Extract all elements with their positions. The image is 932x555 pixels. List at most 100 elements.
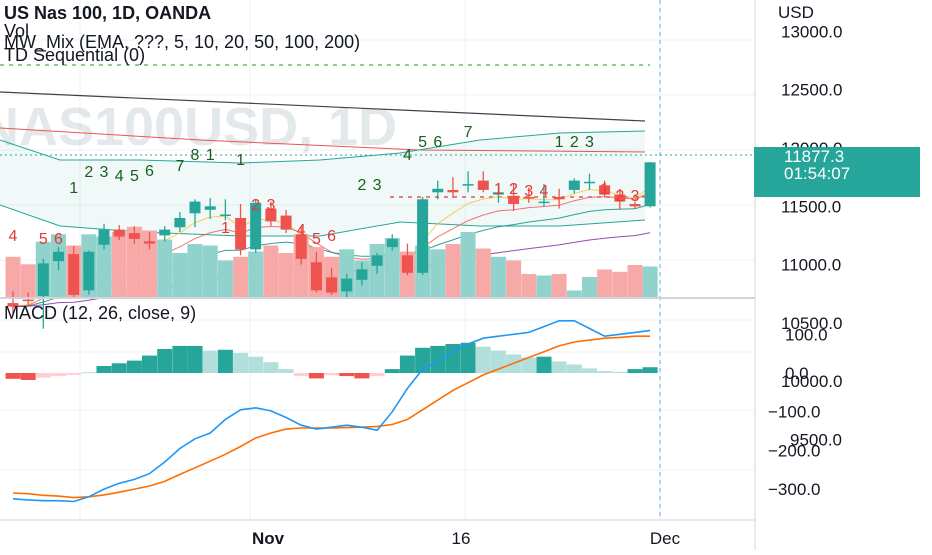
legend-td-sequential[interactable]: TD Sequential (0) (4, 45, 146, 65)
macd-histogram-bar (521, 357, 537, 373)
volume-bar (627, 265, 643, 298)
td-count-label: 6 (327, 228, 336, 245)
td-count-label: 5 (39, 231, 48, 248)
volume-bar (263, 245, 279, 298)
volume-bar (278, 253, 294, 298)
td-count-label: 5 (130, 168, 139, 185)
macd-histogram-bar (399, 355, 415, 373)
macd-histogram-bar (187, 345, 203, 373)
candle-layer (7, 162, 656, 329)
macd-histogram-bar (460, 342, 476, 373)
candle-body (144, 241, 155, 244)
td-count-label: 4 (9, 228, 18, 245)
price-axis-tick: 11000.0 (781, 256, 841, 275)
candle-body (644, 162, 656, 207)
td-count-label: 2 (615, 188, 624, 205)
macd-histogram-bar (126, 360, 142, 373)
candle-body (629, 204, 641, 207)
candle-body (477, 180, 489, 190)
volume-bar (172, 253, 188, 298)
td-count-label: 2 (84, 164, 93, 181)
td-count-label: 1 (600, 181, 609, 198)
macd-histogram-bar (551, 361, 567, 373)
ma-100-line (0, 127, 646, 153)
candle-body (341, 278, 353, 292)
volume-bar (202, 245, 218, 298)
volume-bar (506, 260, 522, 298)
time-axis-label: Dec (650, 529, 681, 548)
price-axis-tick: 12500.0 (781, 81, 842, 100)
macd-histogram-bar (278, 369, 294, 373)
macd-histogram-bar (597, 371, 613, 373)
macd-histogram-bar (369, 373, 385, 377)
volume-bar (551, 274, 567, 298)
td-count-label: 1 (494, 181, 503, 198)
candle-body (53, 251, 64, 262)
legend-mw-mix[interactable]: MW_Mix (EMA, ???, 5, 10, 20, 50, 100, 20… (4, 32, 361, 52)
candle-body (83, 251, 95, 291)
macd-axis-tick: −200.0 (768, 441, 820, 460)
volume-bar (126, 226, 142, 299)
volume-bar (566, 290, 582, 298)
bollinger-upper-line (0, 130, 646, 164)
last-price-tag: 11877.3 01:54:07 (754, 147, 920, 197)
td-count-label: 2 (509, 181, 518, 198)
candle-body (401, 255, 413, 273)
candle-body (614, 194, 626, 202)
volume-bar (384, 238, 400, 298)
candle-body (235, 218, 247, 250)
volume-bar (460, 232, 476, 298)
macd-histogram-bar (248, 356, 264, 373)
macd-histogram-bar (384, 369, 400, 373)
candle-body (538, 201, 550, 204)
macd-signal-line (12, 335, 651, 499)
macd-histogram-bar (293, 373, 309, 377)
macd-histogram-bar (202, 350, 218, 373)
td-count-label: 3 (373, 177, 382, 194)
td-count-label: 3 (524, 183, 533, 200)
volume-bar (490, 256, 506, 299)
time-axis-label: Nov (252, 529, 285, 548)
candle-body (553, 197, 565, 200)
bollinger-lower-line (0, 204, 646, 237)
macd-histogram-bar (566, 364, 582, 373)
td-count-label: 5 (312, 231, 321, 248)
candle-body (371, 255, 383, 266)
volume-bar (536, 275, 552, 298)
macd-histogram-bar (96, 366, 112, 373)
macd-histogram-bar (475, 346, 491, 373)
legend-macd[interactable]: MACD (12, 26, close, 9) (4, 303, 197, 323)
macd-histogram-bar (536, 356, 552, 373)
macd-histogram-bar (5, 373, 21, 379)
macd-histogram-bar (612, 371, 628, 373)
td-count-label: 3 (100, 164, 109, 181)
candle-body (204, 206, 216, 210)
volume-bar (521, 274, 537, 298)
bollinger-fill (0, 131, 645, 236)
volume-bar (96, 236, 112, 298)
macd-histogram-bar (308, 373, 324, 379)
bar-countdown: 01:54:07 (784, 164, 851, 183)
volume-bar (187, 244, 203, 298)
candle-body (568, 180, 580, 190)
price-axis-tick: 10500.0 (781, 314, 842, 333)
macd-histogram-bar (430, 345, 446, 373)
last-price-value: 11877.3 (784, 147, 845, 166)
td-count-label: 1 (206, 147, 215, 164)
td-count-label: 2 (570, 134, 579, 151)
macd-histogram-bar (172, 345, 188, 373)
macd-histogram-bar (233, 352, 249, 373)
macd-histogram-bar (111, 363, 127, 373)
macd-histogram-bar (582, 368, 597, 373)
candle-body (128, 233, 140, 239)
macd-histogram-bar (339, 373, 355, 377)
legend-volume[interactable]: Vol (4, 21, 30, 41)
legend-symbol-title[interactable]: US Nas 100, 1D, OANDA (4, 3, 212, 23)
candle-body (37, 263, 49, 296)
td-sequential-layer: 12 3 4 5 6 78 1 12 345 671 2 34 5 612 345 61 2 3 4 1 2 3 (9, 124, 640, 248)
candle-body (113, 229, 125, 237)
candle-body (492, 192, 504, 195)
macd-histogram-bar (627, 369, 643, 373)
td-count-label: 8 (191, 147, 200, 164)
